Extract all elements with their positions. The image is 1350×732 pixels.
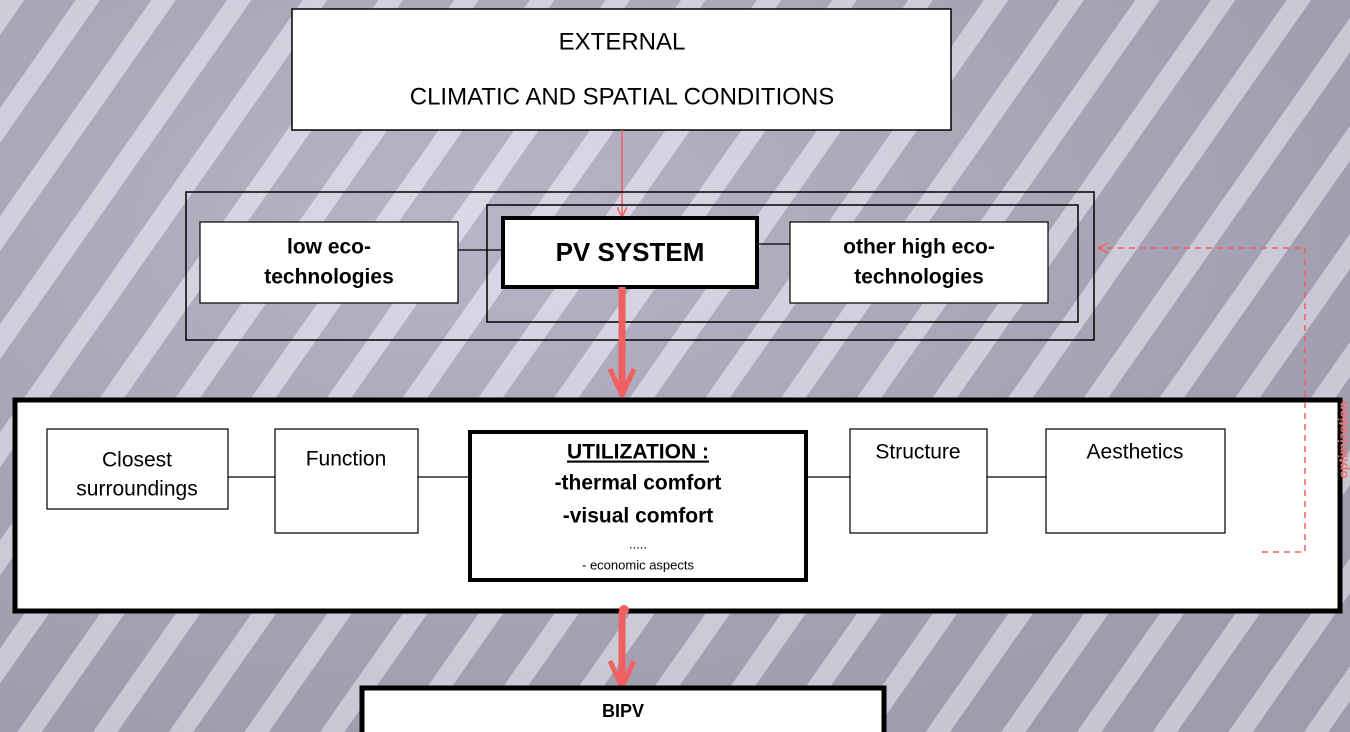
function-label: Function [306, 448, 387, 471]
feedback-label: optimization [1335, 402, 1350, 479]
closest-label: Closest [102, 449, 172, 472]
aesthetics-box [1045, 428, 1226, 534]
bipv-box [359, 685, 887, 732]
bipv-label: BIPV [602, 701, 644, 721]
pv-label: PV SYSTEM [556, 237, 705, 267]
utilization-item: -visual comfort [563, 505, 714, 528]
external-label: CLIMATIC AND SPATIAL CONDITIONS [410, 83, 835, 110]
low-tech-label: technologies [264, 266, 394, 289]
utilization-box [468, 430, 808, 582]
external-box [291, 8, 952, 131]
utilization-item: - economic aspects [582, 557, 694, 572]
utilization-title: UTILIZATION : [567, 441, 709, 464]
aesthetics-label: Aesthetics [1087, 441, 1184, 464]
external-label: EXTERNAL [559, 28, 686, 55]
structure-box [849, 428, 988, 534]
high-tech-box [789, 221, 1049, 304]
closest-box [46, 428, 229, 510]
closest-label: surroundings [76, 478, 197, 501]
utilization-item: ..... [629, 536, 647, 551]
function-box [274, 428, 419, 534]
technologies-frame [185, 191, 1095, 341]
high-tech-label: technologies [854, 266, 984, 289]
high-tech-frame [486, 204, 1079, 323]
low-tech-label: low eco- [287, 236, 371, 259]
arrow-start [619, 605, 629, 615]
high-tech-label: other high eco- [843, 236, 995, 259]
structure-label: Structure [875, 441, 960, 464]
low-tech-box [199, 221, 459, 304]
utilization-item: -thermal comfort [555, 472, 722, 495]
pv-box [501, 216, 759, 289]
